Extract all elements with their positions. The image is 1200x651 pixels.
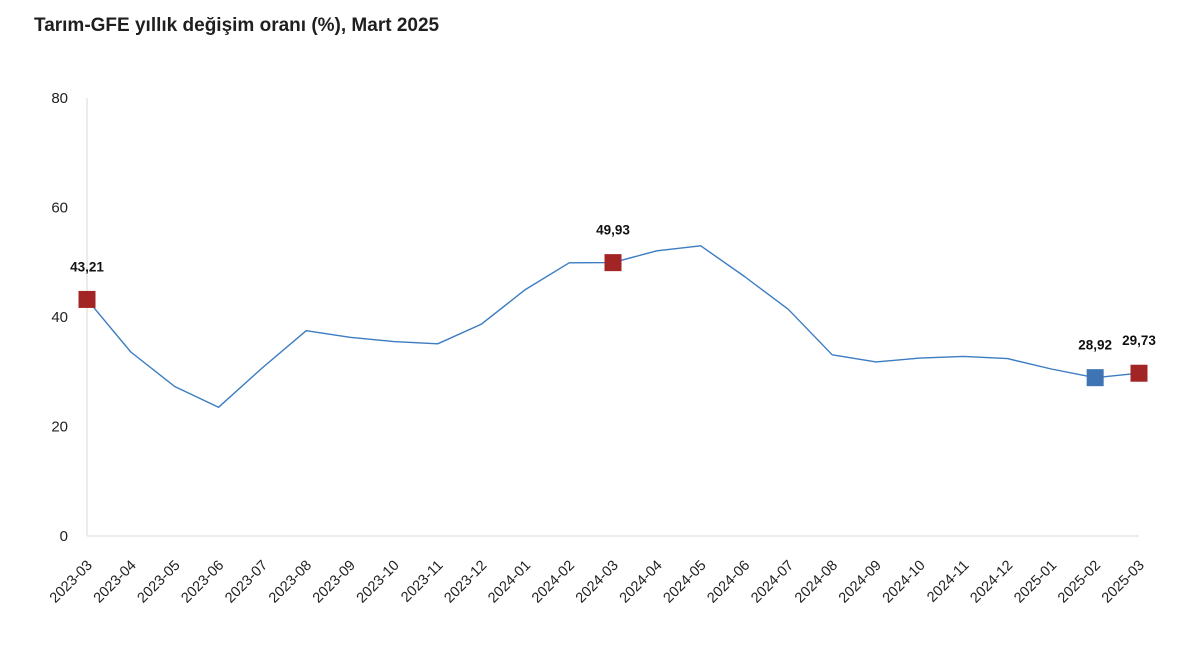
data-point-marker [604, 254, 622, 272]
x-tick-label: 2025-01 [1011, 558, 1060, 607]
x-tick-label: 2024-11 [924, 558, 972, 606]
x-tick-label: 2024-09 [836, 558, 885, 607]
data-label: 43,21 [70, 259, 104, 274]
x-tick-label: 2024-01 [485, 558, 534, 607]
x-tick-label: 2023-04 [91, 558, 140, 607]
y-tick-label: 60 [51, 200, 68, 217]
x-tick-label: 2023-12 [441, 558, 490, 607]
data-label: 28,92 [1078, 338, 1112, 353]
x-tick-label: 2023-10 [354, 558, 403, 607]
x-tick-label: 2023-03 [47, 558, 96, 607]
x-axis: 2023-032023-042023-052023-062023-072023-… [47, 535, 1148, 607]
x-tick-label: 2025-02 [1055, 558, 1104, 607]
x-tick-label: 2024-07 [748, 558, 797, 607]
y-axis: 0 20 40 60 80 [51, 90, 88, 545]
y-tick-label: 0 [60, 528, 68, 545]
x-tick-label: 2023-08 [266, 558, 315, 607]
x-tick-label: 2024-10 [880, 558, 929, 607]
y-tick-label: 20 [51, 419, 68, 436]
y-tick-label: 80 [51, 90, 68, 107]
x-tick-label: 2024-04 [617, 558, 666, 607]
x-tick-label: 2024-03 [573, 558, 622, 607]
x-tick-label: 2023-05 [135, 558, 184, 607]
marker-group [78, 254, 1148, 387]
x-tick-label: 2024-05 [661, 558, 710, 607]
x-tick-label: 2023-07 [222, 558, 271, 607]
x-tick-label: 2024-02 [529, 558, 578, 607]
x-tick-label: 2025-03 [1099, 558, 1148, 607]
x-tick-label: 2024-08 [792, 558, 841, 607]
x-tick-label: 2023-09 [310, 558, 359, 607]
data-label-group: 43,21 49,93 28,92 29,73 [70, 223, 1156, 353]
x-tick-label: 2023-11 [398, 558, 446, 606]
data-label: 29,73 [1122, 333, 1156, 348]
data-point-marker [1086, 369, 1104, 387]
chart-title: Tarım-GFE yıllık değişim oranı (%), Mart… [34, 15, 440, 36]
x-tick-label: 2023-06 [178, 558, 227, 607]
data-point-marker [78, 290, 96, 308]
y-tick-label: 40 [51, 309, 68, 326]
x-tick-label: 2024-12 [967, 558, 1016, 607]
data-point-marker [1130, 364, 1148, 382]
data-label: 49,93 [596, 223, 630, 238]
x-tick-label: 2024-06 [704, 558, 753, 607]
